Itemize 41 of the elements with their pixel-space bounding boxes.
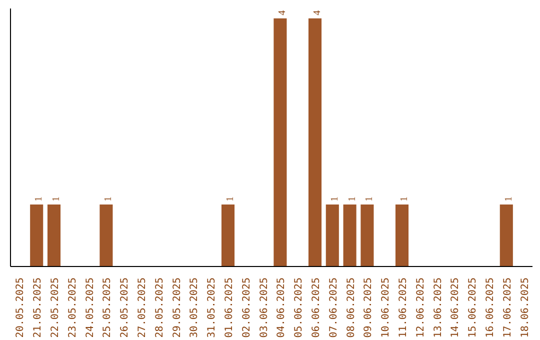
x-tick-label: 08.06.2025 bbox=[346, 277, 357, 338]
data-label: 1 bbox=[51, 196, 62, 202]
x-tick-label: 22.05.2025 bbox=[50, 277, 61, 338]
x-tick-label: 21.05.2025 bbox=[32, 277, 44, 338]
data-label: 4 bbox=[277, 10, 288, 16]
x-tick-label: 29.05.2025 bbox=[172, 277, 183, 338]
x-tick-label: 05.06.2025 bbox=[294, 277, 305, 338]
x-tick-label: 04.06.2025 bbox=[276, 277, 288, 338]
x-tick-label: 24.05.2025 bbox=[84, 277, 96, 338]
data-label: 1 bbox=[364, 196, 376, 202]
x-tick-label: 03.06.2025 bbox=[258, 277, 270, 338]
x-tick-label: 12.06.2025 bbox=[415, 277, 426, 338]
data-label: 1 bbox=[503, 196, 514, 202]
x-tick-label: 28.05.2025 bbox=[154, 277, 166, 338]
x-tick-label: 13.06.2025 bbox=[432, 277, 444, 338]
x-tick-label: 31.05.2025 bbox=[206, 277, 218, 338]
x-tick-label: 11.06.2025 bbox=[398, 277, 409, 338]
x-tick-label: 15.06.2025 bbox=[468, 277, 479, 338]
data-label: 1 bbox=[34, 196, 45, 202]
x-tick-label: 02.06.2025 bbox=[241, 277, 252, 338]
x-tick-label: 26.05.2025 bbox=[120, 277, 131, 338]
data-label: 1 bbox=[225, 196, 236, 202]
x-tick-label: 14.06.2025 bbox=[450, 277, 462, 338]
data-label: 1 bbox=[346, 196, 358, 202]
x-tick-label: 27.05.2025 bbox=[137, 277, 148, 338]
data-label: 1 bbox=[399, 196, 410, 202]
x-tick-label: 16.06.2025 bbox=[485, 277, 496, 338]
x-tick-label: 30.05.2025 bbox=[189, 277, 200, 338]
x-tick-label: 20.05.2025 bbox=[15, 277, 26, 338]
x-tick-label: 25.05.2025 bbox=[102, 277, 114, 338]
data-label: 1 bbox=[103, 196, 114, 202]
x-tick-label: 09.06.2025 bbox=[363, 277, 374, 338]
x-tick-label: 06.06.2025 bbox=[311, 277, 322, 338]
x-tick-label: 17.06.2025 bbox=[502, 277, 514, 338]
x-tick-label: 18.06.2025 bbox=[520, 277, 531, 338]
x-tick-label: 07.06.2025 bbox=[328, 277, 340, 338]
x-tick-label: 10.06.2025 bbox=[380, 277, 392, 338]
x-tick-label: 01.06.2025 bbox=[224, 277, 235, 338]
data-label: 4 bbox=[312, 10, 323, 16]
data-label: 1 bbox=[329, 196, 340, 202]
x-tick-label: 23.05.2025 bbox=[67, 277, 78, 338]
